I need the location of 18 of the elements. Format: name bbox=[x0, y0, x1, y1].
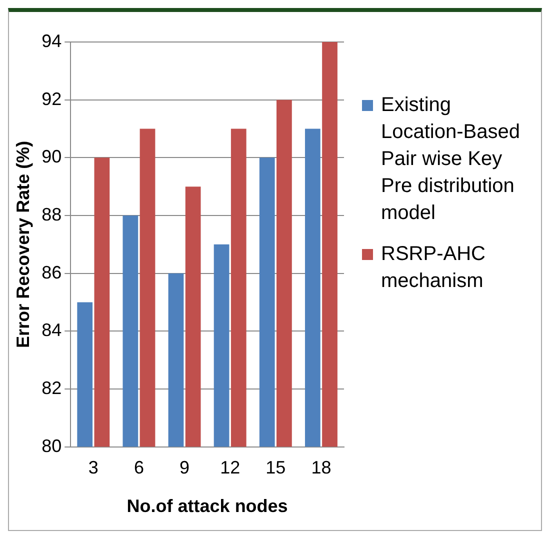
y-tick-label: 84 bbox=[42, 320, 62, 340]
x-tick-label: 6 bbox=[134, 458, 144, 478]
x-tick-label: 18 bbox=[311, 458, 332, 478]
x-tick-label: 3 bbox=[88, 458, 98, 478]
x-tick-label: 15 bbox=[266, 458, 286, 478]
y-tick-label: 88 bbox=[42, 204, 62, 224]
x-tick-label: 12 bbox=[220, 458, 240, 478]
x-tick-label: 9 bbox=[180, 458, 190, 478]
x-axis-title: No.of attack nodes bbox=[126, 496, 288, 516]
y-axis-title: Error Recovery Rate (%) bbox=[12, 140, 33, 348]
y-tick-label: 94 bbox=[42, 30, 62, 51]
y-tick-label: 82 bbox=[42, 378, 62, 398]
y-tick-label: 92 bbox=[42, 88, 62, 109]
y-tick-label: 86 bbox=[42, 262, 62, 282]
y-tick-label: 80 bbox=[42, 436, 62, 456]
y-tick-label: 90 bbox=[42, 146, 62, 167]
legend-label: RSRP-AHC mechanism bbox=[381, 242, 486, 294]
legend-label: Existing Location-Based Pair wise Key Pre distribution model bbox=[381, 93, 521, 226]
